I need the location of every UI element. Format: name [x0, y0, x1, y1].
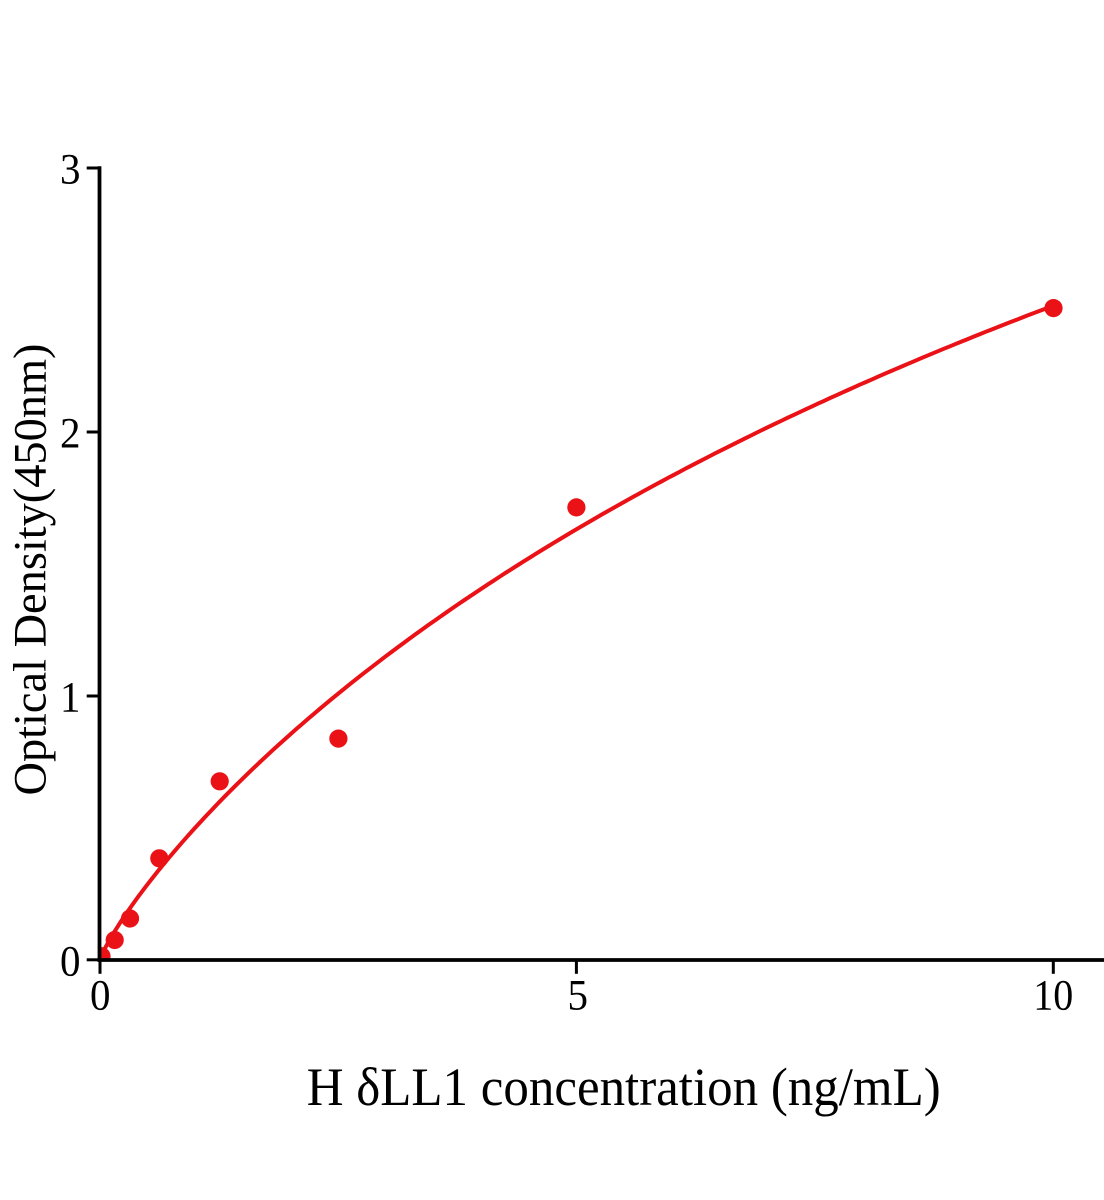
svg-text:Optical Density(450nm): Optical Density(450nm) [5, 344, 57, 796]
svg-text:5: 5 [567, 971, 588, 1019]
svg-text:0: 0 [90, 971, 111, 1019]
svg-text:3: 3 [60, 145, 81, 193]
svg-text:0: 0 [60, 937, 81, 985]
svg-text:H δLL1 concentration (ng/mL): H δLL1 concentration (ng/mL) [307, 1057, 941, 1117]
svg-text:10: 10 [1033, 971, 1073, 1019]
svg-text:1: 1 [60, 673, 81, 721]
svg-text:2: 2 [60, 409, 81, 457]
